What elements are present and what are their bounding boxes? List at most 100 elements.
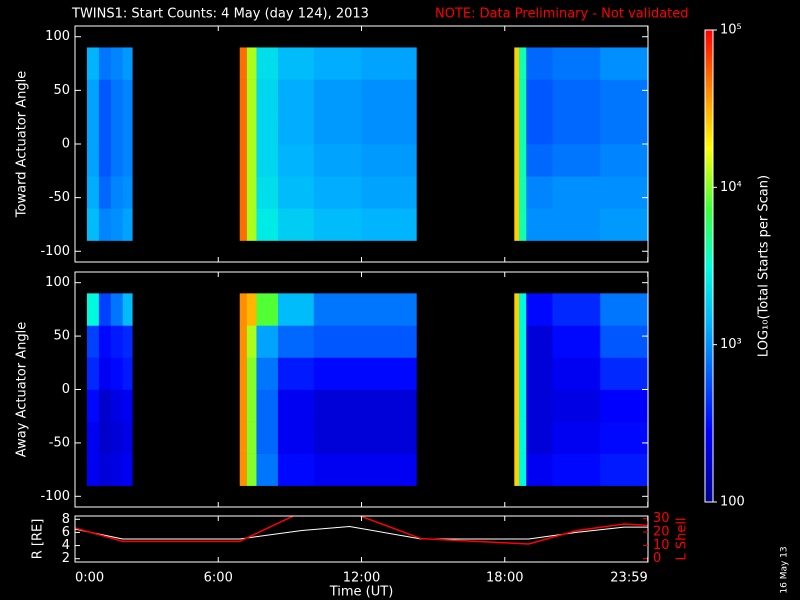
y-axis-label: Away Actuator Angle	[15, 322, 30, 457]
heat-cell	[246, 325, 257, 358]
heat-cell	[239, 453, 248, 486]
heat-cell	[514, 325, 520, 358]
chart-title: TWINS1: Start Counts: 4 May (day 124), 2…	[71, 7, 369, 22]
y-axis-label: Toward Actuator Angle	[15, 71, 30, 218]
heat-cell	[277, 325, 315, 358]
heat-cell	[277, 208, 315, 241]
heat-cell	[526, 144, 553, 177]
heat-cell	[122, 389, 133, 422]
y-tick-label: 0	[62, 382, 70, 397]
heat-cell	[361, 325, 417, 358]
heat-cell	[98, 293, 112, 326]
heat-cell	[526, 176, 553, 209]
x-tick-label: 0:00	[75, 571, 104, 586]
y-tick-label: -50	[49, 190, 70, 205]
y2-tick-label: 0	[653, 551, 661, 566]
heat-cell	[514, 453, 520, 486]
heat-cell	[256, 79, 279, 113]
heat-cell	[519, 357, 527, 390]
heat-cell	[110, 208, 124, 241]
heat-cell	[526, 47, 553, 80]
heat-cell	[246, 47, 257, 80]
heat-cell	[526, 293, 553, 326]
heat-cell	[361, 79, 417, 113]
heat-cell	[600, 144, 649, 177]
heat-cell	[361, 111, 417, 145]
heat-cell	[600, 79, 649, 113]
heat-cell	[122, 208, 133, 241]
heat-cell	[110, 453, 124, 486]
heat-cell	[277, 47, 315, 80]
y-tick-label: 2	[62, 551, 70, 566]
y-tick-label: 50	[53, 329, 70, 344]
heat-cell	[122, 47, 133, 80]
heat-cell	[277, 111, 315, 145]
heat-cell	[514, 208, 520, 241]
heat-cell	[526, 79, 553, 113]
y-tick-label: 50	[53, 83, 70, 98]
heat-cell	[600, 325, 649, 358]
heat-cell	[361, 357, 417, 390]
heat-cell	[313, 293, 362, 326]
heat-cell	[246, 144, 257, 177]
heat-cell	[514, 111, 520, 145]
heat-cell	[98, 47, 112, 80]
heat-cell	[514, 421, 520, 454]
heat-cell	[277, 79, 315, 113]
heat-cell	[277, 389, 315, 422]
heat-cell	[239, 421, 248, 454]
heat-cell	[361, 453, 417, 486]
heat-cell	[526, 111, 553, 145]
heat-cell	[110, 325, 124, 358]
heat-cell	[600, 208, 649, 241]
heat-cell	[514, 144, 520, 177]
heat-cell	[98, 325, 112, 358]
heat-cell	[246, 208, 257, 241]
x-axis-label: Time (UT)	[329, 585, 394, 600]
heat-cell	[122, 453, 133, 486]
heat-cell	[256, 325, 279, 358]
heat-cell	[600, 176, 649, 209]
heat-cell	[361, 208, 417, 241]
heat-cell	[600, 293, 649, 326]
heat-cell	[361, 144, 417, 177]
y-tick-label: -100	[40, 489, 70, 504]
heat-cell	[86, 208, 100, 241]
heat-cell	[256, 389, 279, 422]
colorbar-tick-label: 10³	[720, 337, 742, 352]
heat-cell	[277, 293, 315, 326]
heat-cell	[313, 325, 362, 358]
heat-cell	[86, 453, 100, 486]
colorbar-tick-label: 100	[720, 495, 745, 510]
heat-cell	[256, 357, 279, 390]
heat-cell	[246, 79, 257, 113]
y-tick-label: 4	[62, 538, 70, 553]
heat-cell	[239, 47, 248, 80]
heat-cell	[246, 111, 257, 145]
heat-cell	[519, 208, 527, 241]
heat-cell	[552, 421, 601, 454]
x-tick-label: 23:59	[610, 571, 647, 586]
heat-cell	[552, 176, 601, 209]
heat-cell	[98, 144, 112, 177]
heat-cell	[122, 293, 133, 326]
heat-cell	[98, 453, 112, 486]
heat-cell	[600, 111, 649, 145]
heat-cell	[86, 144, 100, 177]
heat-cell	[361, 421, 417, 454]
heat-cell	[514, 293, 520, 326]
x-tick-label: 6:00	[204, 571, 233, 586]
heat-cell	[552, 293, 601, 326]
colorbar-tick-label: 10⁵	[720, 23, 742, 38]
heat-cell	[514, 389, 520, 422]
heat-cell	[122, 357, 133, 390]
heat-cell	[239, 357, 248, 390]
heat-cell	[313, 176, 362, 209]
heat-cell	[86, 79, 100, 113]
heat-cell	[313, 389, 362, 422]
heat-cell	[519, 325, 527, 358]
heat-cell	[86, 47, 100, 80]
y-tick-label: 100	[45, 29, 70, 44]
heat-cell	[526, 208, 553, 241]
heat-cell	[600, 421, 649, 454]
